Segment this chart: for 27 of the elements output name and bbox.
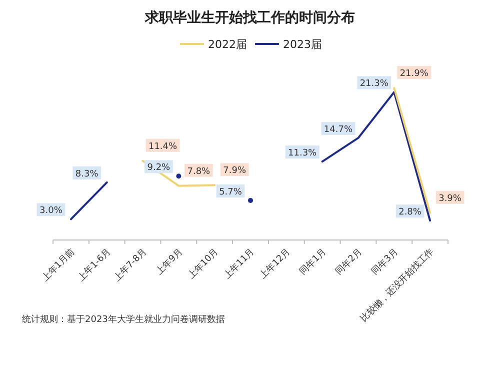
x-tick-label: 上年10月 — [186, 246, 221, 282]
data-label: 3.9% — [438, 194, 462, 204]
x-tick-label: 同年1月 — [298, 246, 328, 278]
data-label: 7.8% — [187, 166, 211, 177]
legend-label: 2022届 — [208, 38, 247, 51]
data-label: 11.3% — [288, 148, 318, 159]
data-label: 9.2% — [147, 163, 171, 174]
data-label: 21.3% — [360, 79, 389, 90]
data-label: 8.3% — [75, 169, 99, 180]
data-label: 2.8% — [398, 208, 422, 218]
x-tick-label: 上年1月前 — [40, 246, 78, 284]
data-label: 21.9% — [400, 69, 429, 79]
text: 统计规则：基于2023年大学生就业力问卷调研数据 — [22, 314, 225, 325]
x-tick-label: 上年9月 — [154, 246, 185, 278]
data-label: 7.9% — [223, 166, 246, 176]
x-tick-label: 同年2月 — [333, 246, 364, 278]
data-label: 5.7% — [219, 187, 242, 198]
chart-title: 求职毕业生开始找工作的时间分布 — [144, 10, 355, 26]
data-label: 14.7% — [324, 124, 353, 135]
x-tick-label: 上年12月 — [258, 246, 293, 282]
data-label: 3.0% — [40, 206, 63, 216]
legend-label: 2023届 — [283, 38, 322, 51]
x-tick-label: 上年1-6月 — [76, 246, 113, 284]
x-tick-label: 上年7-8月 — [112, 246, 149, 284]
x-tick-label: 同年3月 — [369, 246, 400, 278]
data-label: 11.4% — [148, 142, 178, 152]
x-tick-label: 上年11月 — [222, 246, 257, 282]
